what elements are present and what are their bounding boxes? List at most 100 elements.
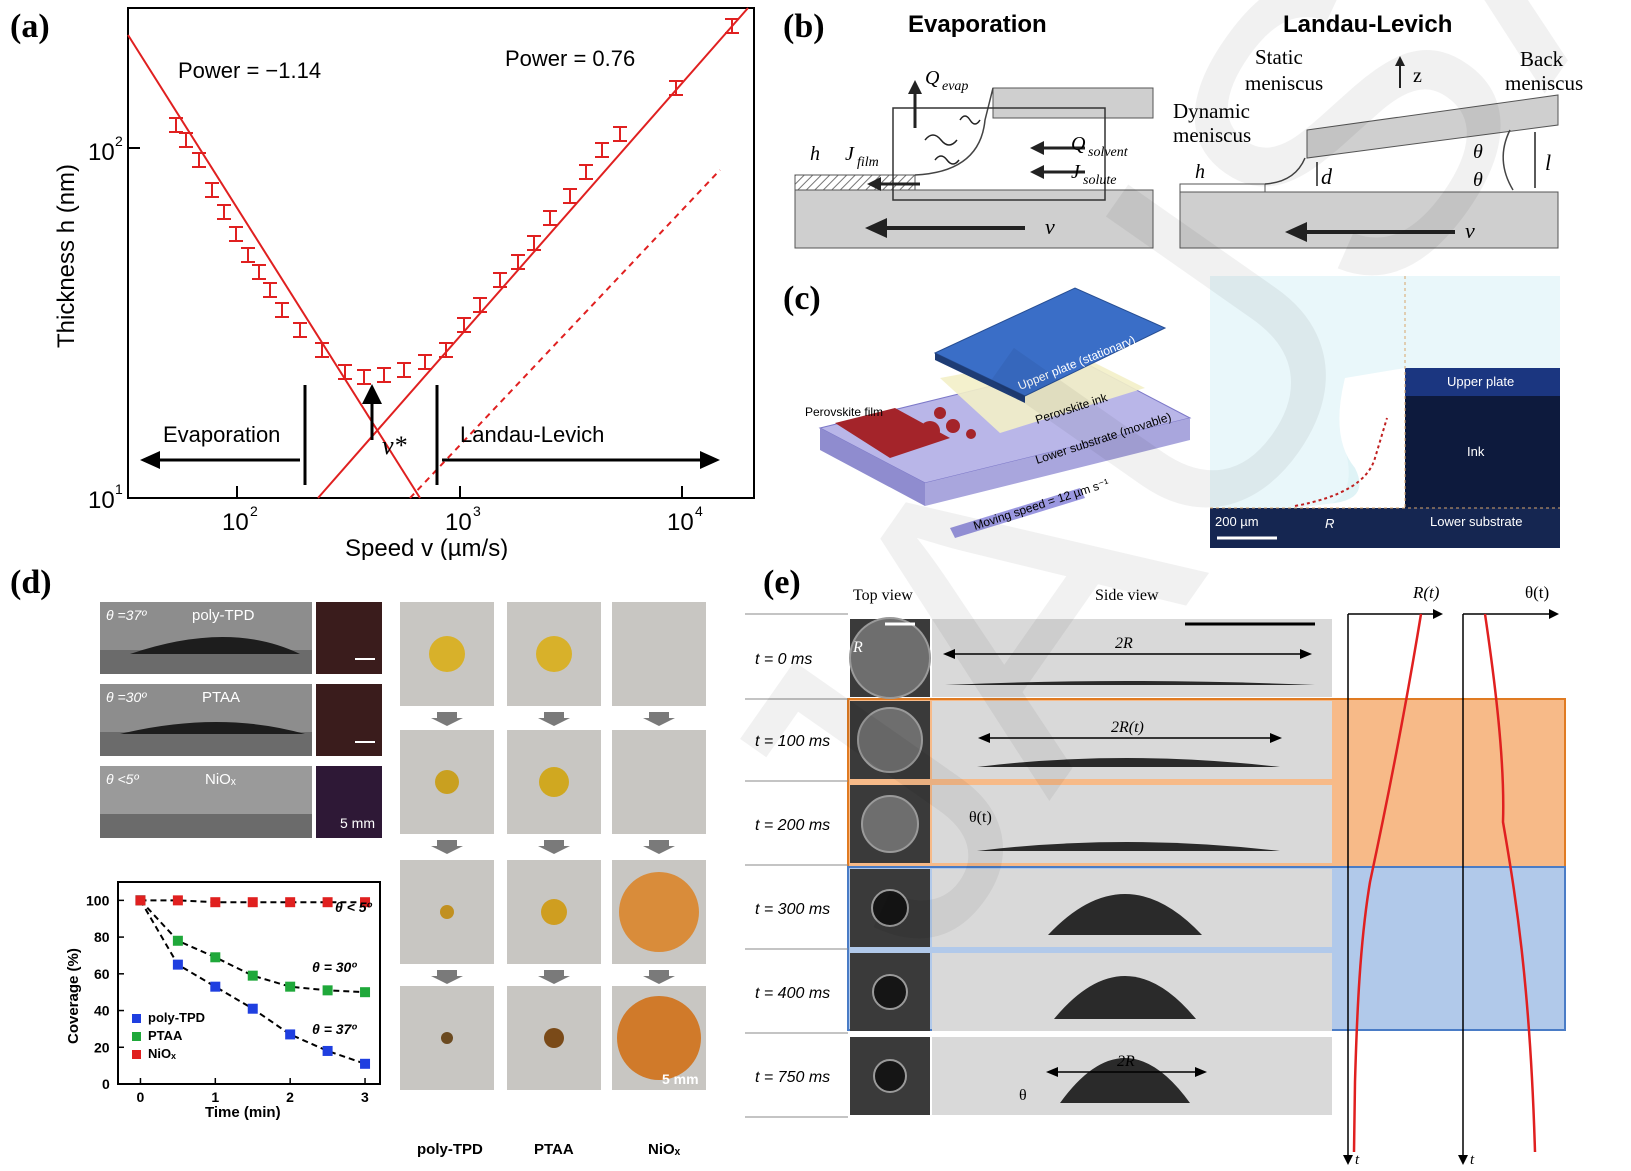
y-tick-exp: 1 — [115, 481, 123, 497]
data-point — [247, 1003, 258, 1014]
coating-regime-diagram: Evaporation Landau-Levich Q evap J film … — [794, 11, 1583, 249]
data-point — [439, 342, 453, 358]
two-rt-label: 2R(t) — [1111, 719, 1144, 736]
data-point — [322, 1045, 333, 1056]
down-arrow-icon — [538, 840, 570, 854]
down-arrow-icon — [538, 970, 570, 984]
side-view-image — [932, 619, 1332, 697]
data-point — [135, 895, 146, 906]
data-point — [725, 18, 739, 34]
col-label: NiOₓ — [648, 1141, 681, 1158]
svg-text:meniscus: meniscus — [1505, 71, 1583, 95]
theta1-label: θ — [1473, 169, 1483, 191]
theta-label: θ =37º — [106, 607, 147, 623]
l-label: l — [1545, 150, 1551, 175]
photo-r-label: R — [1325, 516, 1334, 531]
time-label: t = 200 ms — [755, 817, 830, 834]
data-point — [360, 1058, 371, 1069]
landau-levich-title: Landau-Levich — [1283, 11, 1452, 38]
chart-ticks: 0 1 2 3 0 20 40 60 80 100 — [86, 892, 369, 1105]
data-point — [357, 369, 371, 385]
down-arrow-icon — [643, 970, 675, 984]
droplet-photo — [400, 730, 494, 854]
data-point — [217, 204, 231, 220]
time-label: t = 750 ms — [755, 1069, 830, 1086]
photo-ink-label: Ink — [1467, 444, 1485, 459]
back-meniscus-label: Back — [1520, 47, 1564, 71]
data-point — [210, 952, 221, 963]
time-label: t = 0 ms — [755, 651, 812, 668]
photo-lower-substrate-label: Lower substrate — [1430, 514, 1523, 529]
data-point — [315, 342, 329, 358]
data-point — [192, 152, 206, 168]
legend-swatch — [132, 1050, 141, 1059]
panel-a-label: (a) — [10, 8, 50, 45]
down-arrow-icon — [431, 712, 463, 726]
d-label: d — [1321, 164, 1333, 189]
data-point — [377, 367, 391, 383]
perovskite-film — [835, 408, 950, 458]
y-tick-label: 10 — [88, 487, 115, 514]
y-tick-label: 80 — [94, 929, 110, 945]
droplet-photo — [400, 860, 494, 984]
down-arrow-icon — [643, 712, 675, 726]
data-point — [543, 210, 557, 226]
legend-swatch — [132, 1032, 141, 1041]
thickness-speed-plot: Power = −1.14 Power = 0.76 10 2 10 3 10 … — [53, 7, 755, 562]
substrate-right — [1179, 191, 1559, 249]
q-evap-label: Q — [925, 67, 940, 89]
data-point — [493, 272, 507, 288]
theta-label: θ =30º — [106, 689, 147, 705]
data-point — [322, 985, 333, 996]
photo-h-label: h — [1393, 475, 1400, 489]
data-point — [172, 935, 183, 946]
theta-of-t-curve — [1483, 613, 1537, 1153]
r-of-t-curve — [1352, 613, 1423, 1153]
annotation-theta-30: θ = 30º — [312, 959, 357, 975]
time-label: t = 300 ms — [755, 901, 830, 918]
panel-c-label: (c) — [783, 280, 821, 317]
legend-label: poly-TPD — [148, 1010, 205, 1025]
data-point — [247, 970, 258, 981]
legend-label: PTAA — [148, 1028, 183, 1043]
r0-label: R — [852, 639, 863, 656]
q-solvent-sub: solvent — [1088, 145, 1129, 160]
two-rf-label: 2R — [1117, 1053, 1135, 1070]
data-point — [595, 142, 609, 158]
x-tick-label: 10 — [667, 509, 694, 536]
panel-a: (a) Power = −1.14 Power = 0.76 10 2 10 3… — [0, 0, 770, 562]
data-point — [397, 362, 411, 378]
panel-e: (e) Top view Side view t = 0 ms t = 100 m… — [745, 562, 1631, 1168]
control-volume — [892, 107, 1106, 201]
thickness-data-points — [169, 18, 739, 385]
static-meniscus-label: Static — [1255, 45, 1303, 69]
grid-scale-label: 5 mm — [662, 1071, 699, 1087]
r-of-t-label: R(t) — [1412, 583, 1440, 602]
data-point — [179, 132, 193, 148]
x-tick-label: 2 — [286, 1089, 294, 1105]
v-label-left: v — [1045, 214, 1055, 239]
evaporation-label: Evaporation — [163, 422, 280, 447]
x-tick-exp: 2 — [250, 503, 258, 519]
frame-row: t = 100 ms — [745, 701, 1332, 782]
panel-d: (d) θ =37º poly-TPD θ =30º PTAA θ <5º Ni… — [0, 562, 730, 1166]
down-arrow-icon — [431, 840, 463, 854]
z-label: z — [1413, 65, 1422, 87]
theta-e-label: θ — [1019, 1087, 1027, 1104]
col-label: poly-TPD — [417, 1141, 483, 1158]
data-point — [275, 302, 289, 318]
y-tick-label: 10 — [88, 139, 115, 166]
droplet-photo — [507, 860, 601, 984]
legend-label: NiOₓ — [148, 1046, 176, 1061]
panel-e-label: (e) — [763, 564, 801, 601]
side-view-header: Side view — [1095, 587, 1159, 604]
droplet-photo — [612, 602, 706, 726]
data-point — [511, 254, 525, 270]
droplet-photo-grid — [400, 602, 706, 1090]
data-point — [252, 264, 266, 280]
down-arrow-icon — [538, 712, 570, 726]
moving-direction-arrow — [950, 488, 1085, 538]
y-tick-label: 40 — [94, 1003, 110, 1019]
x-tick-label: 10 — [222, 509, 249, 536]
j-solute-sub: solute — [1083, 173, 1116, 188]
